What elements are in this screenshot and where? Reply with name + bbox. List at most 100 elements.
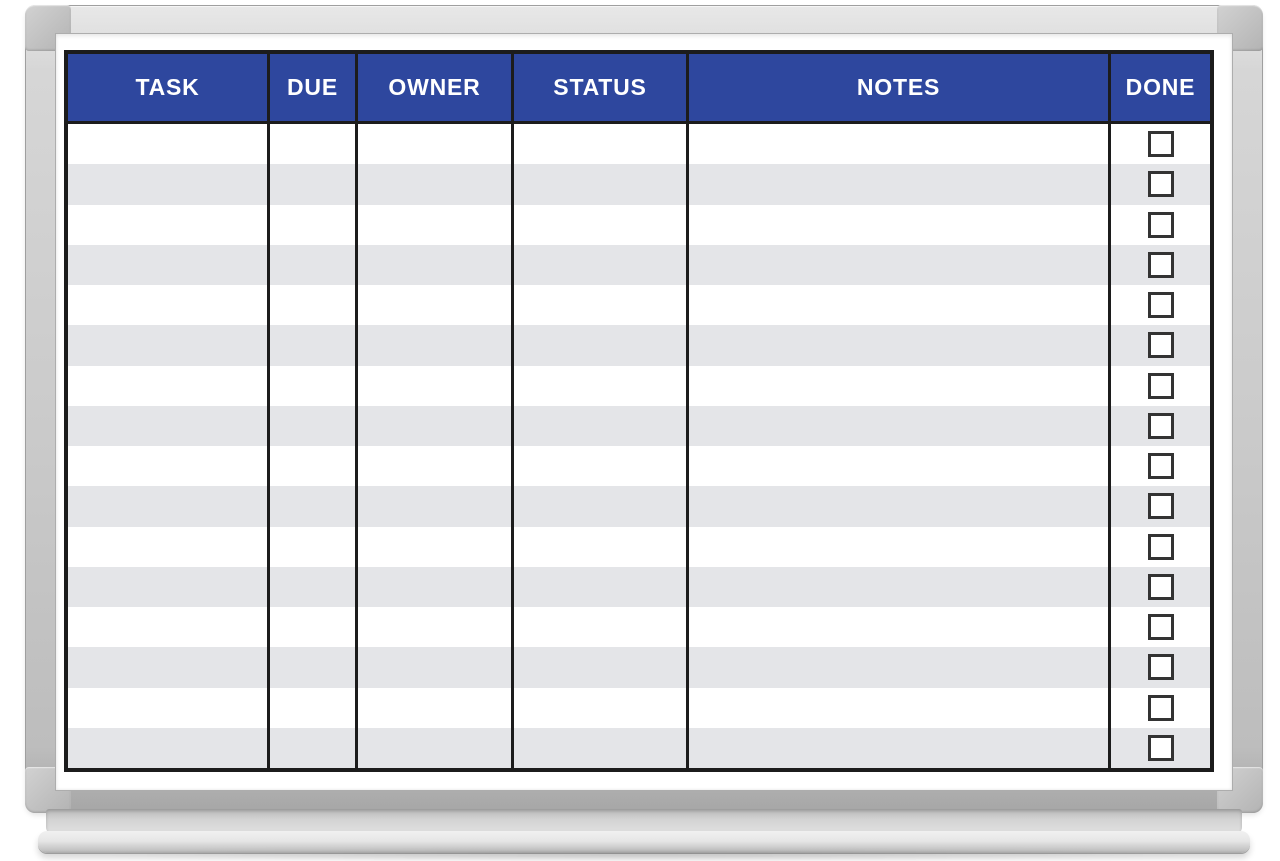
done-checkbox[interactable] — [1147, 292, 1174, 319]
cell-notes[interactable] — [686, 526, 1108, 567]
done-checkbox[interactable] — [1147, 251, 1174, 278]
cell-status[interactable] — [511, 325, 686, 366]
cell-due[interactable] — [267, 405, 355, 446]
cell-status[interactable] — [511, 607, 686, 648]
cell-task[interactable] — [68, 687, 267, 728]
done-checkbox[interactable] — [1147, 211, 1174, 238]
cell-notes[interactable] — [686, 647, 1108, 688]
cell-status[interactable] — [511, 687, 686, 728]
cell-notes[interactable] — [686, 325, 1108, 366]
cell-task[interactable] — [68, 365, 267, 406]
done-checkbox[interactable] — [1147, 734, 1174, 761]
cell-due[interactable] — [267, 244, 355, 285]
cell-due[interactable] — [267, 647, 355, 688]
cell-done[interactable] — [1108, 124, 1210, 165]
cell-status[interactable] — [511, 164, 686, 205]
cell-notes[interactable] — [686, 687, 1108, 728]
cell-due[interactable] — [267, 164, 355, 205]
cell-notes[interactable] — [686, 607, 1108, 648]
cell-due[interactable] — [267, 124, 355, 165]
cell-owner[interactable] — [355, 285, 511, 326]
cell-owner[interactable] — [355, 446, 511, 487]
cell-status[interactable] — [511, 244, 686, 285]
cell-due[interactable] — [267, 446, 355, 487]
done-checkbox[interactable] — [1147, 493, 1174, 520]
cell-status[interactable] — [511, 124, 686, 165]
cell-task[interactable] — [68, 124, 267, 165]
cell-done[interactable] — [1108, 687, 1210, 728]
cell-status[interactable] — [511, 204, 686, 245]
cell-due[interactable] — [267, 687, 355, 728]
cell-due[interactable] — [267, 285, 355, 326]
cell-status[interactable] — [511, 285, 686, 326]
cell-owner[interactable] — [355, 365, 511, 406]
cell-due[interactable] — [267, 204, 355, 245]
done-checkbox[interactable] — [1147, 573, 1174, 600]
cell-due[interactable] — [267, 365, 355, 406]
cell-task[interactable] — [68, 204, 267, 245]
cell-notes[interactable] — [686, 446, 1108, 487]
cell-owner[interactable] — [355, 526, 511, 567]
cell-done[interactable] — [1108, 365, 1210, 406]
cell-owner[interactable] — [355, 566, 511, 607]
cell-owner[interactable] — [355, 727, 511, 768]
cell-done[interactable] — [1108, 526, 1210, 567]
cell-due[interactable] — [267, 325, 355, 366]
cell-status[interactable] — [511, 647, 686, 688]
cell-done[interactable] — [1108, 325, 1210, 366]
done-checkbox[interactable] — [1147, 412, 1174, 439]
cell-status[interactable] — [511, 727, 686, 768]
cell-task[interactable] — [68, 446, 267, 487]
cell-notes[interactable] — [686, 164, 1108, 205]
cell-notes[interactable] — [686, 285, 1108, 326]
done-checkbox[interactable] — [1147, 131, 1174, 158]
cell-owner[interactable] — [355, 607, 511, 648]
cell-done[interactable] — [1108, 647, 1210, 688]
cell-due[interactable] — [267, 727, 355, 768]
cell-done[interactable] — [1108, 607, 1210, 648]
done-checkbox[interactable] — [1147, 614, 1174, 641]
cell-status[interactable] — [511, 526, 686, 567]
cell-due[interactable] — [267, 607, 355, 648]
cell-task[interactable] — [68, 566, 267, 607]
cell-done[interactable] — [1108, 486, 1210, 527]
done-checkbox[interactable] — [1147, 533, 1174, 560]
cell-notes[interactable] — [686, 204, 1108, 245]
cell-task[interactable] — [68, 647, 267, 688]
cell-due[interactable] — [267, 486, 355, 527]
cell-done[interactable] — [1108, 405, 1210, 446]
cell-notes[interactable] — [686, 124, 1108, 165]
cell-task[interactable] — [68, 164, 267, 205]
cell-status[interactable] — [511, 566, 686, 607]
cell-owner[interactable] — [355, 124, 511, 165]
cell-task[interactable] — [68, 405, 267, 446]
cell-notes[interactable] — [686, 244, 1108, 285]
done-checkbox[interactable] — [1147, 332, 1174, 359]
cell-notes[interactable] — [686, 566, 1108, 607]
cell-status[interactable] — [511, 405, 686, 446]
cell-task[interactable] — [68, 244, 267, 285]
cell-task[interactable] — [68, 607, 267, 648]
done-checkbox[interactable] — [1147, 372, 1174, 399]
cell-owner[interactable] — [355, 204, 511, 245]
done-checkbox[interactable] — [1147, 694, 1174, 721]
cell-due[interactable] — [267, 566, 355, 607]
cell-task[interactable] — [68, 727, 267, 768]
cell-task[interactable] — [68, 285, 267, 326]
cell-owner[interactable] — [355, 325, 511, 366]
cell-done[interactable] — [1108, 244, 1210, 285]
cell-status[interactable] — [511, 446, 686, 487]
cell-owner[interactable] — [355, 244, 511, 285]
done-checkbox[interactable] — [1147, 171, 1174, 198]
cell-task[interactable] — [68, 526, 267, 567]
cell-owner[interactable] — [355, 164, 511, 205]
done-checkbox[interactable] — [1147, 453, 1174, 480]
cell-notes[interactable] — [686, 365, 1108, 406]
cell-done[interactable] — [1108, 204, 1210, 245]
cell-owner[interactable] — [355, 687, 511, 728]
cell-owner[interactable] — [355, 647, 511, 688]
done-checkbox[interactable] — [1147, 654, 1174, 681]
cell-owner[interactable] — [355, 405, 511, 446]
cell-done[interactable] — [1108, 285, 1210, 326]
cell-task[interactable] — [68, 486, 267, 527]
